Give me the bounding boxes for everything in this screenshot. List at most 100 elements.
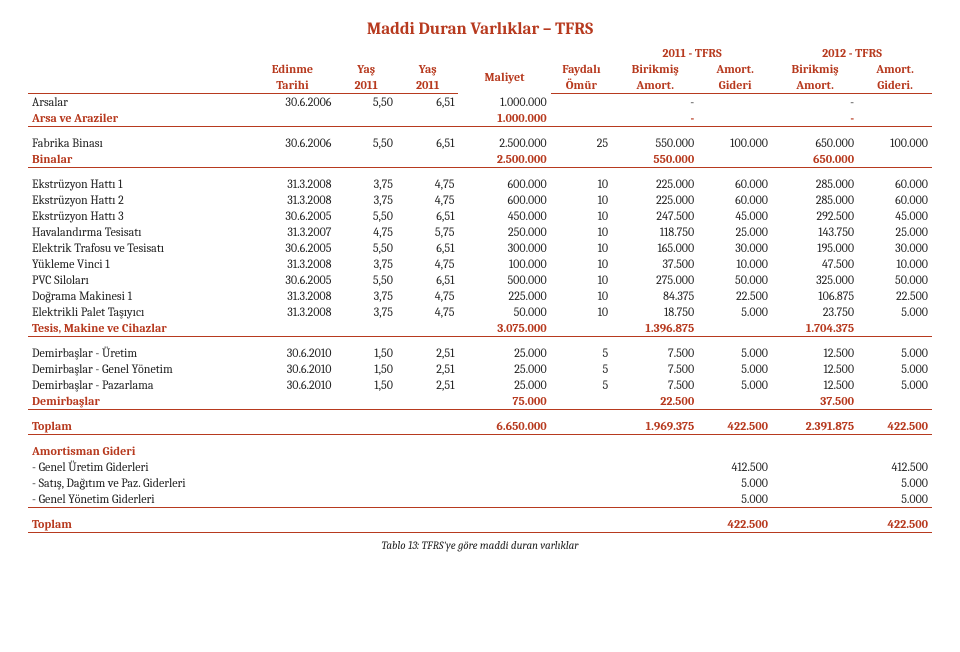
cell-value: 5.000 bbox=[698, 491, 772, 508]
cell-value bbox=[551, 418, 612, 435]
table-row: Arsalar30.6.20065,506,511.000.000-- bbox=[28, 94, 932, 111]
table-row: Ekstrüzyon Hattı 131.3.20083,754,75600.0… bbox=[28, 176, 932, 192]
cell-value: 22.500 bbox=[612, 393, 698, 410]
table-caption: Tablo 13: TFRS'ye göre maddi duran varlı… bbox=[28, 539, 932, 552]
table-row: Havalandırma Tesisatı31.3.20074,755,7525… bbox=[28, 224, 932, 240]
cell-name: Toplam bbox=[28, 516, 249, 533]
cell-value bbox=[397, 491, 458, 508]
cell-value: 3,75 bbox=[335, 304, 396, 320]
cell-value: 10 bbox=[551, 176, 612, 192]
cell-name: Ekstrüzyon Hattı 3 bbox=[28, 208, 249, 224]
cell-value: 84.375 bbox=[612, 288, 698, 304]
table-row: Toplam6.650.0001.969.375422.5002.391.875… bbox=[28, 418, 932, 435]
cell-value: 6,51 bbox=[397, 135, 458, 151]
cell-value bbox=[397, 110, 458, 127]
cell-value bbox=[397, 151, 458, 168]
cell-value bbox=[698, 443, 772, 459]
hdr-yas1-1: Yaş bbox=[335, 61, 396, 77]
hdr-maliyet: Maliyet bbox=[458, 61, 550, 94]
cell-value: 5,50 bbox=[335, 94, 396, 111]
cell-value: 30.6.2010 bbox=[249, 377, 335, 393]
cell-value: 10 bbox=[551, 224, 612, 240]
cell-value: 3,75 bbox=[335, 176, 396, 192]
cell-value: 50.000 bbox=[698, 272, 772, 288]
table-row: Toplam422.500422.500 bbox=[28, 516, 932, 533]
table-row: Ekstrüzyon Hattı 231.3.20083,754,75600.0… bbox=[28, 192, 932, 208]
cell-value: 50.000 bbox=[458, 304, 550, 320]
cell-value: 5,50 bbox=[335, 208, 396, 224]
cell-value: 3.075.000 bbox=[458, 320, 550, 337]
cell-value: 2.500.000 bbox=[458, 135, 550, 151]
cell-value: 31.3.2008 bbox=[249, 176, 335, 192]
cell-value: - bbox=[772, 110, 858, 127]
cell-value: 60.000 bbox=[858, 176, 932, 192]
cell-value: 1,50 bbox=[335, 377, 396, 393]
cell-value bbox=[335, 320, 396, 337]
cell-value bbox=[772, 475, 858, 491]
table-row: Yükleme Vinci 131.3.20083,754,75100.0001… bbox=[28, 256, 932, 272]
cell-value: 10 bbox=[551, 304, 612, 320]
cell-value bbox=[249, 459, 335, 475]
cell-value: 31.3.2007 bbox=[249, 224, 335, 240]
cell-value: 3,75 bbox=[335, 288, 396, 304]
cell-value: 6.650.000 bbox=[458, 418, 550, 435]
table-row: Demirbaşlar75.00022.50037.500 bbox=[28, 393, 932, 410]
cell-value bbox=[397, 418, 458, 435]
cell-name: Binalar bbox=[28, 151, 249, 168]
cell-value bbox=[612, 491, 698, 508]
cell-value: 50.000 bbox=[858, 272, 932, 288]
cell-value: 6,51 bbox=[397, 94, 458, 111]
hdr-yas2-2: 2011 bbox=[397, 77, 458, 94]
cell-value: 25 bbox=[551, 135, 612, 151]
hdr-edinme-1: Edinme bbox=[249, 61, 335, 77]
cell-value: 75.000 bbox=[458, 393, 550, 410]
cell-value: 225.000 bbox=[612, 176, 698, 192]
cell-value: 550.000 bbox=[612, 135, 698, 151]
table-row: Demirbaşlar - Üretim30.6.20101,502,5125.… bbox=[28, 345, 932, 361]
cell-value: 2,51 bbox=[397, 377, 458, 393]
cell-value: 5.000 bbox=[858, 475, 932, 491]
cell-value bbox=[551, 443, 612, 459]
hdr-yas1-2: 2011 bbox=[335, 77, 396, 94]
cell-value: 1.000.000 bbox=[458, 94, 550, 111]
cell-value: 422.500 bbox=[698, 516, 772, 533]
cell-value: 165.000 bbox=[612, 240, 698, 256]
cell-value: 143.750 bbox=[772, 224, 858, 240]
cell-value: 6,51 bbox=[397, 272, 458, 288]
cell-value: 5.000 bbox=[858, 345, 932, 361]
cell-value: 1,50 bbox=[335, 361, 396, 377]
cell-value: 3,75 bbox=[335, 192, 396, 208]
cell-name: Demirbaşlar - Pazarlama bbox=[28, 377, 249, 393]
cell-value bbox=[249, 393, 335, 410]
cell-value: 5.000 bbox=[698, 361, 772, 377]
cell-value: 1.396.875 bbox=[612, 320, 698, 337]
cell-value bbox=[335, 443, 396, 459]
cell-name: Elektrik Trafosu ve Tesisatı bbox=[28, 240, 249, 256]
cell-value bbox=[458, 491, 550, 508]
cell-value bbox=[458, 475, 550, 491]
cell-value: - bbox=[612, 110, 698, 127]
cell-value: 47.500 bbox=[772, 256, 858, 272]
cell-name: Amortisman Gideri bbox=[28, 443, 249, 459]
cell-value bbox=[858, 94, 932, 111]
cell-value: 12.500 bbox=[772, 345, 858, 361]
cell-value: 650.000 bbox=[772, 135, 858, 151]
cell-name: Demirbaşlar - Genel Yönetim bbox=[28, 361, 249, 377]
cell-name: Ekstrüzyon Hattı 2 bbox=[28, 192, 249, 208]
cell-value: 422.500 bbox=[858, 418, 932, 435]
cell-name: Havalandırma Tesisatı bbox=[28, 224, 249, 240]
cell-value: 5.000 bbox=[858, 304, 932, 320]
cell-value: 500.000 bbox=[458, 272, 550, 288]
cell-value bbox=[772, 459, 858, 475]
cell-value: 10 bbox=[551, 272, 612, 288]
cell-value: 31.3.2008 bbox=[249, 192, 335, 208]
cell-value bbox=[858, 443, 932, 459]
cell-value: 45.000 bbox=[698, 208, 772, 224]
cell-value: 25.000 bbox=[458, 345, 550, 361]
cell-value bbox=[249, 418, 335, 435]
cell-value: 5 bbox=[551, 377, 612, 393]
cell-value bbox=[698, 393, 772, 410]
cell-value bbox=[458, 443, 550, 459]
tfrs-table: 2011 - TFRS 2012 - TFRS Edinme Yaş Yaş M… bbox=[28, 45, 932, 533]
table-row: - Genel Üretim Giderleri412.500412.500 bbox=[28, 459, 932, 475]
